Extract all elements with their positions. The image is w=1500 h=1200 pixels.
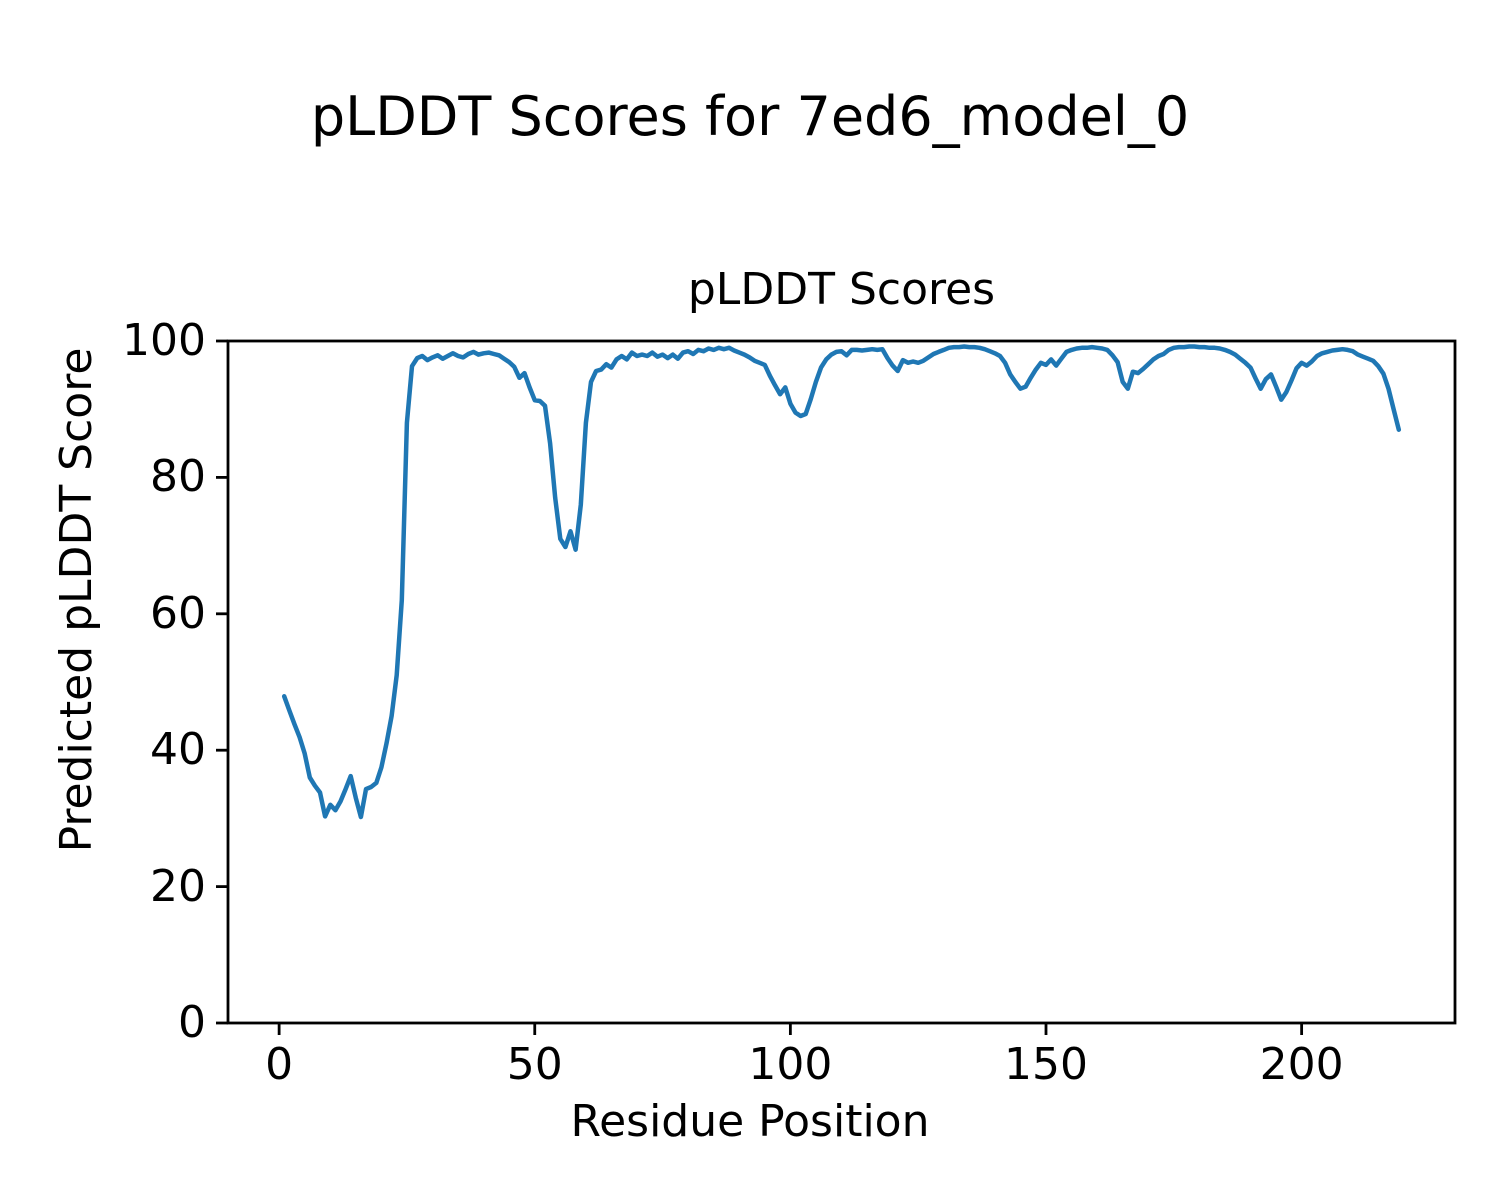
x-tick-label: 0 bbox=[265, 1039, 294, 1090]
y-tick-label: 20 bbox=[150, 860, 206, 912]
y-tick-label: 40 bbox=[150, 724, 206, 776]
x-tick-label: 100 bbox=[748, 1039, 833, 1090]
y-tick-label: 60 bbox=[150, 587, 206, 639]
figure-title: pLDDT Scores for 7ed6_model_0 bbox=[310, 85, 1190, 148]
chart-title: pLDDT Scores bbox=[687, 264, 996, 315]
plddt-line bbox=[281, 344, 1402, 820]
x-tick-label: 200 bbox=[1259, 1039, 1344, 1090]
y-tick-label: 0 bbox=[178, 997, 206, 1048]
y-tick-label: 80 bbox=[150, 451, 206, 503]
x-tick-label: 50 bbox=[506, 1039, 563, 1090]
axes-spines bbox=[226, 339, 1457, 1025]
x-tick-label: 150 bbox=[1004, 1039, 1088, 1090]
y-tick-label: 100 bbox=[122, 315, 206, 366]
y-axis-label: Predicted pLDDT Score bbox=[51, 347, 102, 853]
x-axis-label: Residue Position bbox=[570, 1096, 930, 1147]
